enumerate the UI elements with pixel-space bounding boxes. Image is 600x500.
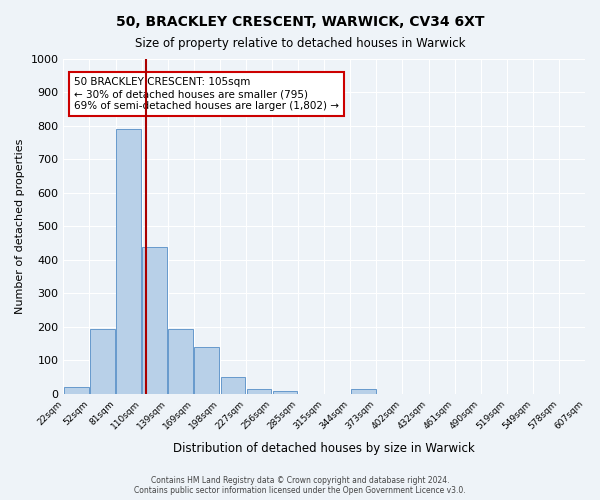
Text: 50, BRACKLEY CRESCENT, WARWICK, CV34 6XT: 50, BRACKLEY CRESCENT, WARWICK, CV34 6XT (116, 15, 484, 29)
Bar (351, 389, 376, 394)
Bar (64, 387, 89, 394)
Text: 50 BRACKLEY CRESCENT: 105sqm
← 30% of detached houses are smaller (795)
69% of s: 50 BRACKLEY CRESCENT: 105sqm ← 30% of de… (74, 78, 339, 110)
Bar (221, 377, 245, 394)
Y-axis label: Number of detached properties: Number of detached properties (15, 139, 25, 314)
Bar (169, 328, 193, 394)
Bar (116, 130, 141, 394)
Text: Size of property relative to detached houses in Warwick: Size of property relative to detached ho… (135, 38, 465, 51)
Bar (247, 389, 271, 394)
Bar (90, 328, 115, 394)
Bar (142, 246, 167, 394)
X-axis label: Distribution of detached houses by size in Warwick: Distribution of detached houses by size … (173, 442, 475, 455)
Bar (273, 390, 298, 394)
Text: Contains HM Land Registry data © Crown copyright and database right 2024.
Contai: Contains HM Land Registry data © Crown c… (134, 476, 466, 495)
Bar (194, 347, 219, 394)
